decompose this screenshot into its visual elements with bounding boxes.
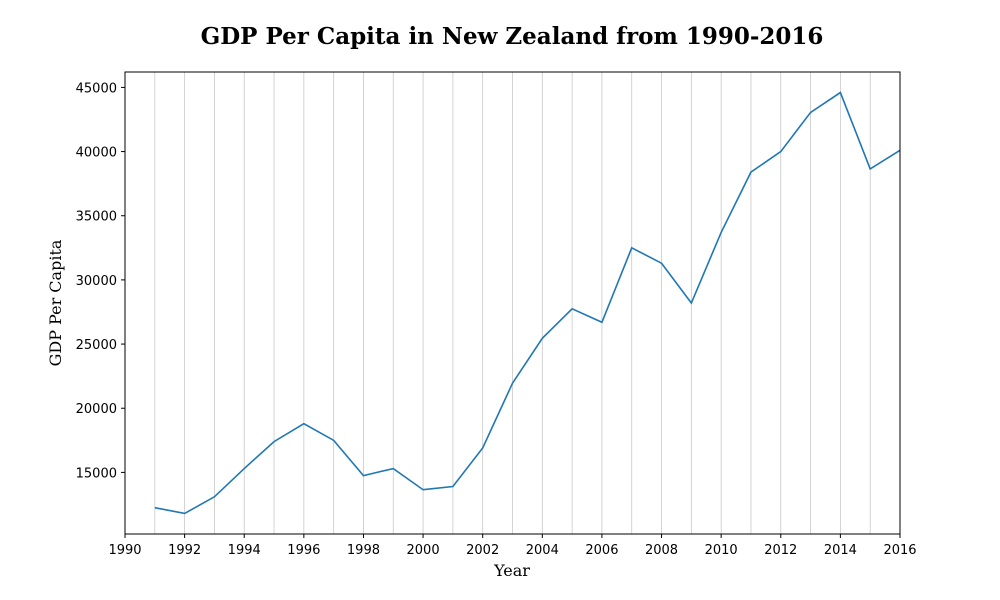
- y-tick-label-15000: 15000: [76, 466, 117, 481]
- x-tick-label-2016: 2016: [883, 543, 916, 558]
- axis-ticks: 1990 1992 1994 1996 1998 2000 2002 2004 2006 2008…: [76, 81, 917, 558]
- x-tick-label-2000: 2000: [407, 543, 440, 558]
- y-tick-label-20000: 20000: [76, 402, 117, 417]
- x-tick-label-2010: 2010: [705, 543, 738, 558]
- y-tick-label-30000: 30000: [76, 274, 117, 289]
- x-tick-label-1998: 1998: [347, 543, 380, 558]
- y-axis-label: GDP Per Capita: [46, 239, 65, 366]
- x-tick-label-2002: 2002: [466, 543, 499, 558]
- x-tick-label-2004: 2004: [526, 543, 559, 558]
- x-tick-label-1992: 1992: [168, 543, 201, 558]
- x-tick-label-1990: 1990: [108, 543, 141, 558]
- grid-lines: [154, 72, 871, 534]
- series-line: [154, 91, 901, 515]
- y-tick-label-40000: 40000: [76, 146, 117, 161]
- x-tick-label-2008: 2008: [645, 543, 678, 558]
- y-tick-label-45000: 45000: [76, 81, 117, 96]
- chart-title: GDP Per Capita in New Zealand from 1990-…: [201, 23, 824, 50]
- x-tick-label-1994: 1994: [228, 543, 261, 558]
- y-tick-label-25000: 25000: [76, 338, 117, 353]
- x-tick-label-1996: 1996: [287, 543, 320, 558]
- x-tick-label-2014: 2014: [824, 543, 857, 558]
- plot-frame: [124, 71, 901, 535]
- x-axis-label: Year: [493, 561, 530, 580]
- x-tick-label-2006: 2006: [585, 543, 618, 558]
- x-tick-label-2012: 2012: [764, 543, 797, 558]
- y-tick-label-35000: 35000: [76, 210, 117, 225]
